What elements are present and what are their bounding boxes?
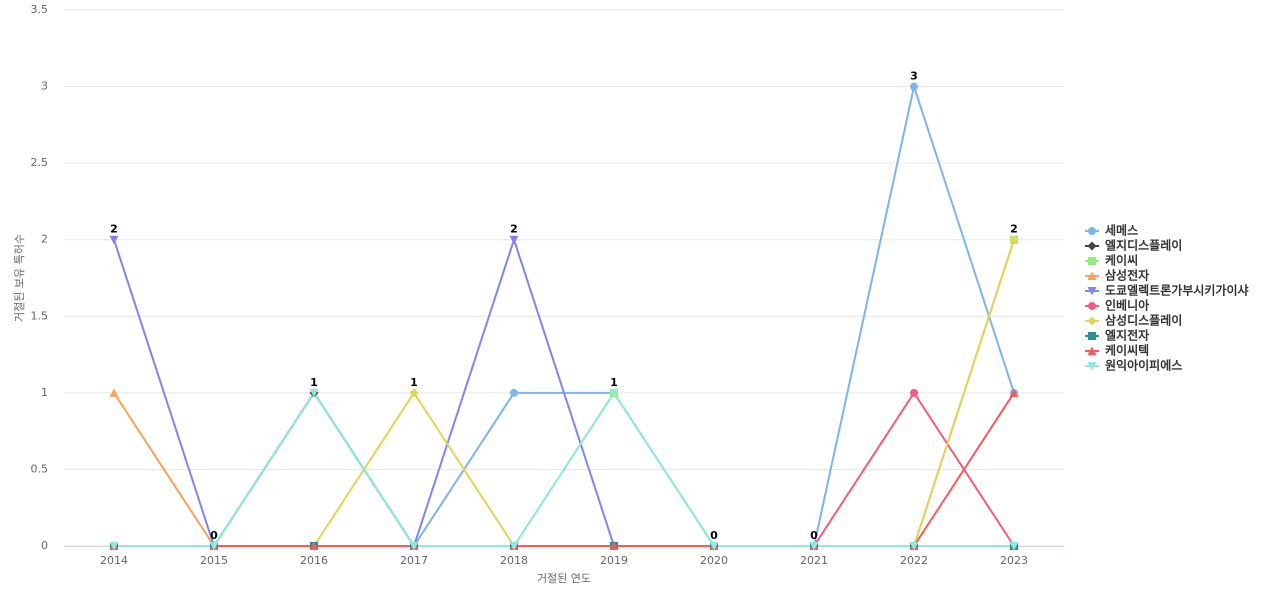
legend-label: 세메스 <box>1105 223 1138 238</box>
data-label: 2 <box>510 223 518 236</box>
data-label: 2 <box>110 223 118 236</box>
legend-marker <box>1088 257 1096 265</box>
data-point <box>409 542 419 551</box>
y-tick-label: 0.5 <box>31 462 49 475</box>
y-axis-title: 거절된 보유 특허수 <box>13 234 26 322</box>
legend-label: 케이씨 <box>1105 253 1138 268</box>
data-point <box>709 542 719 551</box>
legend-label: 원익아이피에스 <box>1105 358 1182 373</box>
y-tick-label: 2 <box>41 233 48 246</box>
x-tick-label: 2023 <box>1000 554 1028 567</box>
legend-label: 삼성전자 <box>1105 268 1149 283</box>
data-point <box>509 542 519 551</box>
legend-marker <box>1087 362 1097 371</box>
legend-label: 케이씨텍 <box>1105 343 1149 358</box>
legend-marker <box>1088 332 1096 340</box>
data-label: 3 <box>910 70 918 83</box>
x-tick-label: 2015 <box>200 554 228 567</box>
data-point <box>609 541 619 550</box>
legend-label: 엘지디스플레이 <box>1105 238 1182 253</box>
data-point <box>1009 235 1019 245</box>
y-tick-label: 1 <box>41 386 48 399</box>
data-point <box>1009 542 1019 551</box>
data-label: 0 <box>710 529 718 542</box>
data-point <box>309 541 319 550</box>
data-label: 2 <box>1010 223 1018 236</box>
y-tick-label: 1.5 <box>31 309 49 322</box>
legend-marker <box>1088 227 1096 235</box>
legend-label: 인베니아 <box>1105 298 1149 313</box>
x-tick-label: 2019 <box>600 554 628 567</box>
data-label: 1 <box>310 376 318 389</box>
legend-label: 엘지전자 <box>1105 328 1149 343</box>
y-tick-label: 3 <box>41 80 48 93</box>
data-label: 1 <box>610 376 618 389</box>
data-point <box>609 388 619 398</box>
y-tick-label: 2.5 <box>31 156 49 169</box>
series-line <box>114 391 1014 547</box>
x-tick-label: 2014 <box>100 554 128 567</box>
x-tick-label: 2017 <box>400 554 428 567</box>
x-tick-label: 2021 <box>800 554 828 567</box>
legend-marker <box>1087 346 1097 355</box>
data-point <box>910 388 918 397</box>
legend-marker <box>1087 271 1097 280</box>
data-point <box>909 542 919 551</box>
legend-marker <box>1087 316 1097 326</box>
data-point <box>809 542 819 551</box>
data-point <box>109 388 119 397</box>
data-point <box>109 542 119 551</box>
data-point <box>910 82 918 91</box>
data-point <box>509 235 519 245</box>
legend-marker <box>1087 241 1097 251</box>
data-point <box>510 388 518 397</box>
data-label: 0 <box>210 529 218 542</box>
data-point <box>309 388 319 398</box>
legend-marker <box>1088 302 1096 310</box>
x-tick-label: 2018 <box>500 554 528 567</box>
x-axis-title: 거절된 연도 <box>537 572 591 585</box>
data-point <box>1009 388 1019 397</box>
x-tick-label: 2016 <box>300 554 328 567</box>
legend-marker <box>1087 287 1097 296</box>
legend-label: 삼성디스플레이 <box>1105 313 1182 328</box>
data-point <box>209 542 219 551</box>
x-tick-label: 2020 <box>700 554 728 567</box>
legend-label: 도쿄엘렉트론가부시키가이샤 <box>1105 283 1249 298</box>
data-label: 0 <box>810 529 818 542</box>
x-tick-label: 2022 <box>900 554 928 567</box>
y-tick-label: 0 <box>41 539 48 552</box>
y-tick-label: 3.5 <box>31 3 49 16</box>
data-point <box>109 235 119 245</box>
data-point <box>409 388 419 398</box>
data-label: 1 <box>410 376 418 389</box>
